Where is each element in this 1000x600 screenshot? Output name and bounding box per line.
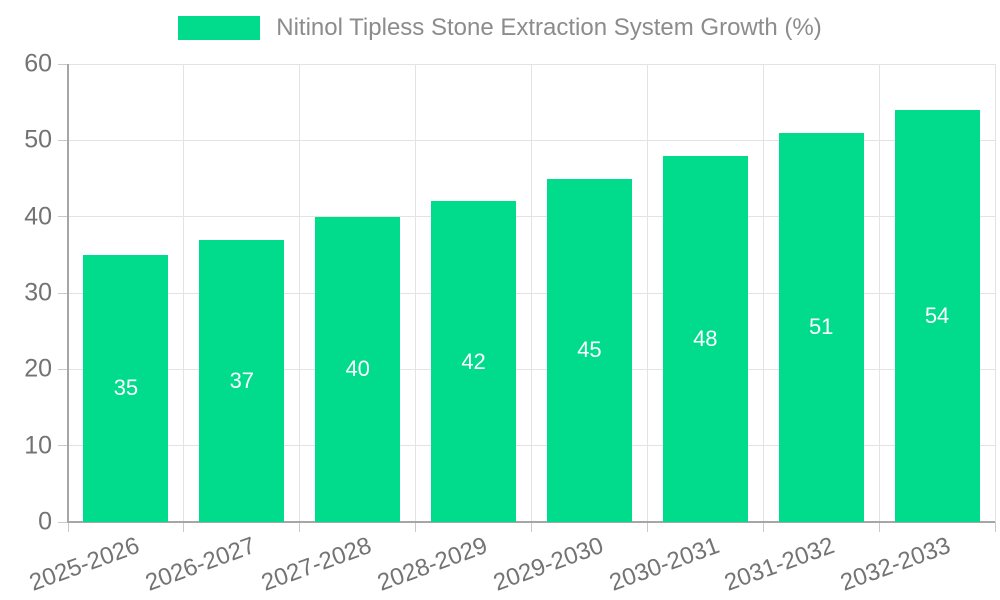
x-axis-category-label: 2027-2028 <box>257 532 375 597</box>
x-gridline <box>994 64 996 522</box>
y-axis-tick-label: 50 <box>24 125 52 154</box>
bar: 40 <box>315 216 401 522</box>
y-axis-tick-label: 40 <box>24 202 52 231</box>
bar: 37 <box>199 239 285 522</box>
bar-value-label: 37 <box>229 367 255 393</box>
y-axis-tick <box>58 216 68 218</box>
x-axis-category-label: 2029-2030 <box>489 532 607 597</box>
y-axis-tick-label: 0 <box>38 507 52 536</box>
bar-value-label: 48 <box>693 325 718 351</box>
x-gridline <box>762 64 764 522</box>
x-axis-category-label: 2026-2027 <box>141 532 260 597</box>
bar-value-label: 35 <box>113 375 139 401</box>
bar-value-label: 51 <box>808 314 834 340</box>
x-axis-tick <box>762 522 764 532</box>
x-axis-tick <box>183 522 185 532</box>
y-axis-tick <box>58 292 68 294</box>
y-axis-tick-label: 10 <box>24 431 52 460</box>
x-axis-tick <box>67 522 69 532</box>
y-axis-tick <box>58 445 68 447</box>
bar-value-label: 54 <box>924 302 950 328</box>
x-axis-category-label: 2031-2032 <box>721 532 839 597</box>
chart-legend: Nitinol Tipless Stone Extraction System … <box>0 14 1000 42</box>
bar: 45 <box>546 178 632 522</box>
x-axis-tick <box>646 522 648 532</box>
x-axis-tick <box>878 522 880 532</box>
x-gridline <box>878 64 880 522</box>
x-gridline <box>646 64 648 522</box>
y-axis-tick <box>58 368 68 370</box>
x-gridline <box>299 64 301 522</box>
x-axis-tick <box>415 522 417 532</box>
bar-value-label: 42 <box>461 348 486 374</box>
x-gridline <box>531 64 532 522</box>
legend-swatch <box>178 16 261 40</box>
x-axis-category-label: 2025-2026 <box>26 532 144 597</box>
bar: 35 <box>83 254 169 522</box>
bar: 48 <box>662 155 748 522</box>
bar-value-label: 45 <box>577 337 602 363</box>
x-axis-line <box>68 521 995 523</box>
y-axis-tick-label: 20 <box>24 354 52 383</box>
y-axis-tick <box>58 63 68 65</box>
y-axis-tick <box>58 139 68 141</box>
y-axis-tick <box>58 521 68 523</box>
x-gridline <box>183 64 185 522</box>
legend-label: Nitinol Tipless Stone Extraction System … <box>276 14 822 41</box>
bar-value-label: 40 <box>345 356 370 382</box>
x-axis-tick <box>299 522 301 532</box>
y-axis-tick-label: 60 <box>24 49 52 78</box>
x-axis-category-label: 2028-2029 <box>373 532 491 597</box>
x-axis-tick <box>531 522 532 532</box>
x-axis-category-label: 2030-2031 <box>605 532 723 597</box>
y-axis-line <box>67 64 69 523</box>
x-axis-tick <box>994 522 996 532</box>
x-gridline <box>415 64 417 522</box>
y-axis-tick-label: 30 <box>24 278 52 307</box>
bar: 54 <box>894 109 980 522</box>
bar: 51 <box>778 132 864 522</box>
bar: 42 <box>431 201 517 522</box>
x-axis-category-label: 2032-2033 <box>837 532 955 597</box>
